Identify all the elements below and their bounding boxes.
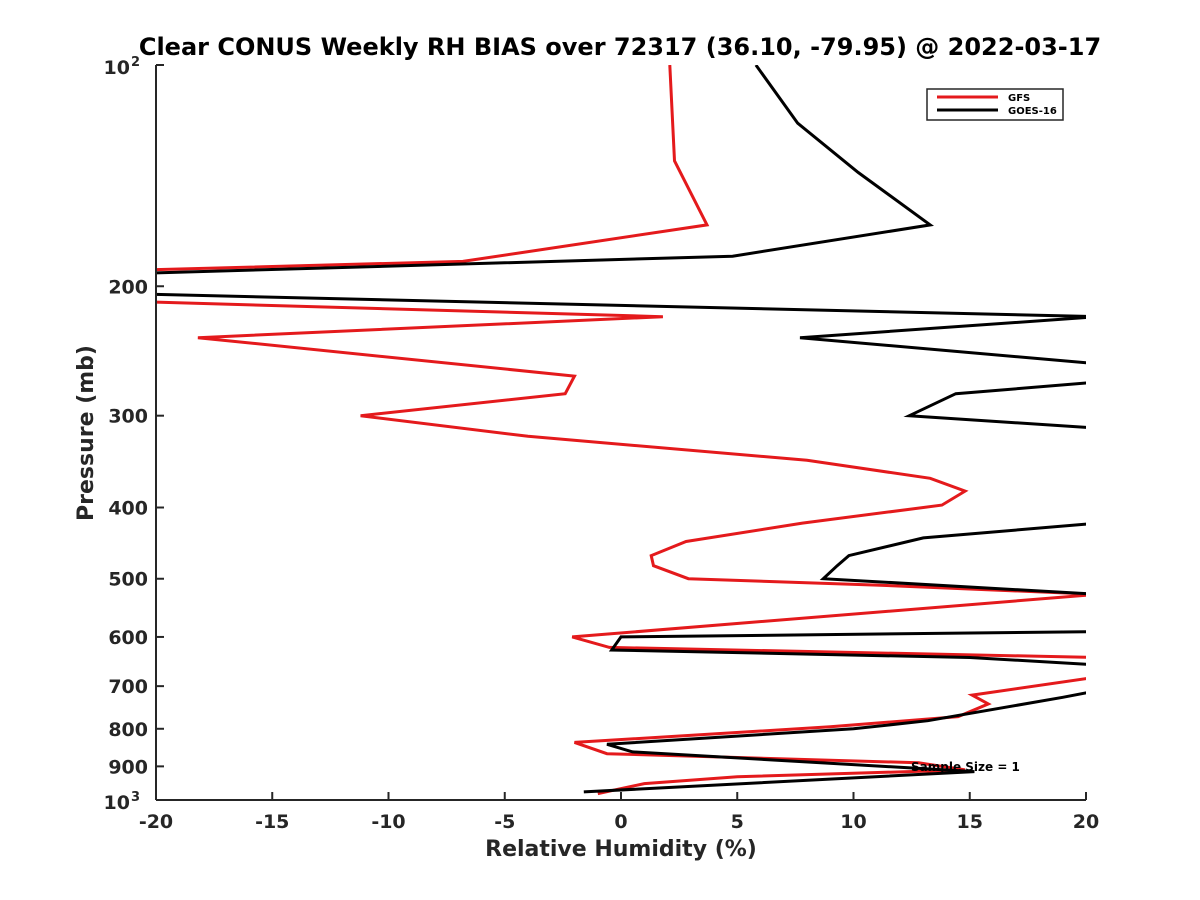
- legend-box: [926, 88, 1064, 121]
- x-ticks: -20 -15 -10 -5 0 5 10 15 20: [139, 792, 1099, 833]
- series-line-goes16: [156, 65, 1086, 794]
- x-tick-label: -10: [371, 811, 405, 833]
- series-line-gfs: [156, 65, 1086, 796]
- y-tick-label: 700: [108, 676, 148, 698]
- x-tick-label: 10: [840, 811, 866, 833]
- y-tick-label: 900: [108, 756, 148, 778]
- y-tick-label: 800: [108, 719, 148, 741]
- x-tick-label: 15: [957, 811, 983, 833]
- y-tick-exponent: 3: [131, 790, 140, 805]
- x-tick-label: -5: [494, 811, 515, 833]
- sample-size-annotation: Sample Size = 1: [911, 760, 1020, 774]
- x-tick-label: -15: [255, 811, 289, 833]
- x-tick-label: 5: [731, 811, 744, 833]
- y-tick-label: 10: [104, 792, 130, 814]
- legend-label-goes16: GOES-16: [1008, 106, 1057, 117]
- chart-title: Clear CONUS Weekly RH BIAS over 72317 (3…: [139, 33, 1101, 61]
- x-tick-label: -20: [139, 811, 173, 833]
- y-axis-label: Pressure (mb): [74, 345, 99, 521]
- y-tick-label: 10: [104, 57, 130, 79]
- y-tick-label: 400: [108, 498, 148, 520]
- y-tick-label: 300: [108, 406, 148, 428]
- y-tick-label: 500: [108, 569, 148, 591]
- y-tick-label: 600: [108, 627, 148, 649]
- y-tick-label: 200: [108, 276, 148, 298]
- legend-label-gfs: GFS: [1008, 93, 1030, 104]
- x-tick-label: 20: [1073, 811, 1099, 833]
- y-tick-exponent: 2: [131, 55, 140, 70]
- x-axis-label: Relative Humidity (%): [485, 837, 757, 862]
- plot-area: [156, 65, 1086, 796]
- x-tick-label: 0: [614, 811, 627, 833]
- legend: GFS GOES-16: [926, 88, 1064, 121]
